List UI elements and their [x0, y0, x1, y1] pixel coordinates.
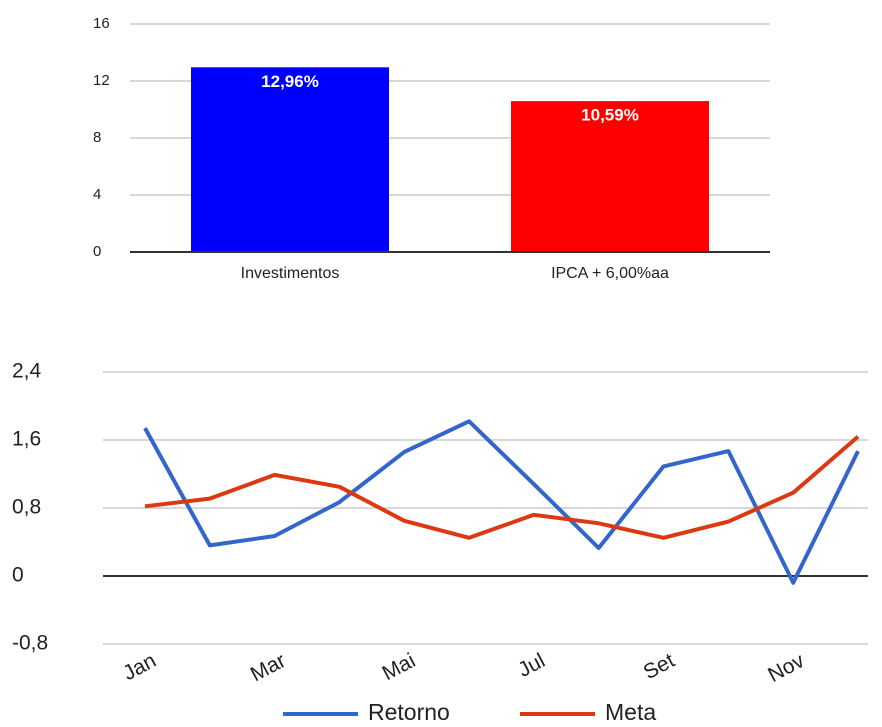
y-tick-label: 1,6 — [12, 428, 41, 451]
x-tick-label: Investimentos — [241, 265, 340, 282]
value-label: 12,96% — [261, 72, 319, 91]
y-tick-label: 12 — [93, 72, 110, 89]
y-tick-label: -0,8 — [12, 632, 48, 655]
x-tick-label: Set — [640, 649, 679, 684]
value-label: 10,59% — [581, 106, 639, 125]
bar — [511, 101, 709, 252]
y-tick-label: 0 — [12, 564, 24, 587]
x-tick-label: Nov — [764, 649, 808, 687]
bar — [191, 67, 389, 252]
legend-label: Meta — [605, 699, 656, 725]
y-tick-label: 0 — [93, 243, 101, 260]
legend-label: Retorno — [368, 699, 450, 725]
y-tick-label: 0,8 — [12, 496, 41, 519]
x-tick-label: Jan — [119, 649, 160, 685]
line — [143, 419, 860, 585]
x-tick-label: IPCA + 6,00%aa — [551, 265, 669, 282]
y-tick-label: 4 — [93, 186, 101, 203]
line — [144, 435, 860, 540]
y-tick-label: 2,4 — [12, 360, 42, 383]
x-tick-label: Jul — [514, 649, 549, 682]
y-tick-label: 8 — [93, 129, 101, 146]
x-tick-label: Mar — [247, 649, 290, 686]
y-tick-label: 16 — [93, 15, 110, 32]
x-tick-label: Mai — [379, 649, 420, 685]
